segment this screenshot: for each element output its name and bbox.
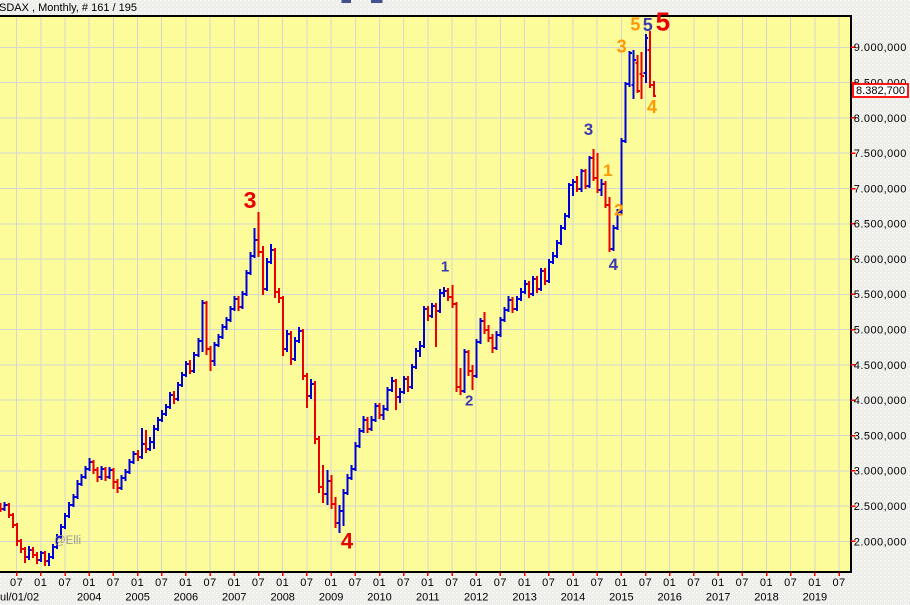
svg-text:2006: 2006 xyxy=(174,592,198,604)
svg-text:01: 01 xyxy=(83,577,96,589)
svg-text:2008: 2008 xyxy=(270,592,294,604)
svg-text:07: 07 xyxy=(397,577,410,589)
svg-text:4.500,000: 4.500,000 xyxy=(854,360,907,372)
svg-text:8.000,000: 8.000,000 xyxy=(854,113,907,125)
svg-text:07: 07 xyxy=(736,577,749,589)
svg-text:2005: 2005 xyxy=(125,592,149,604)
svg-text:1: 1 xyxy=(441,258,449,275)
svg-text:2014: 2014 xyxy=(561,592,585,604)
svg-text:8.382,700: 8.382,700 xyxy=(856,85,905,97)
svg-text:07: 07 xyxy=(155,577,168,589)
svg-text:2013: 2013 xyxy=(512,592,536,604)
svg-text:07: 07 xyxy=(591,577,604,589)
svg-text:07: 07 xyxy=(252,577,265,589)
svg-text:07: 07 xyxy=(687,577,700,589)
svg-text:07: 07 xyxy=(300,577,313,589)
svg-text:2017: 2017 xyxy=(706,592,730,604)
svg-text:2010: 2010 xyxy=(367,592,391,604)
svg-text:3.000,000: 3.000,000 xyxy=(854,466,907,478)
svg-text:3: 3 xyxy=(244,187,257,213)
svg-text:9.000,000: 9.000,000 xyxy=(854,42,907,54)
svg-text:2004: 2004 xyxy=(77,592,101,604)
svg-text:2.500,000: 2.500,000 xyxy=(854,501,907,513)
svg-text:01: 01 xyxy=(228,577,241,589)
svg-text:7.500,000: 7.500,000 xyxy=(854,148,907,160)
svg-text:3.500,000: 3.500,000 xyxy=(854,430,907,442)
svg-text:07: 07 xyxy=(203,577,216,589)
svg-text:2009: 2009 xyxy=(319,592,343,604)
svg-text:2018: 2018 xyxy=(754,592,778,604)
svg-text:2012: 2012 xyxy=(464,592,488,604)
svg-text:01: 01 xyxy=(373,577,386,589)
svg-text:2.000,000: 2.000,000 xyxy=(854,536,907,548)
svg-text:07: 07 xyxy=(10,577,23,589)
svg-text:07: 07 xyxy=(494,577,507,589)
svg-text:01: 01 xyxy=(131,577,144,589)
svg-text:01: 01 xyxy=(179,577,192,589)
svg-text:2019: 2019 xyxy=(803,592,827,604)
svg-text:07: 07 xyxy=(349,577,362,589)
svg-text:6.500,000: 6.500,000 xyxy=(854,219,907,231)
svg-text:4: 4 xyxy=(647,97,657,117)
svg-text:6.000,000: 6.000,000 xyxy=(854,254,907,266)
svg-text:2015: 2015 xyxy=(609,592,633,604)
svg-text:01: 01 xyxy=(663,577,676,589)
svg-text:2: 2 xyxy=(465,393,473,410)
svg-text:2: 2 xyxy=(614,200,623,219)
svg-text:01: 01 xyxy=(324,577,337,589)
svg-text:01: 01 xyxy=(615,577,628,589)
svg-text:01: 01 xyxy=(421,577,434,589)
svg-text:07: 07 xyxy=(58,577,71,589)
svg-text:07: 07 xyxy=(542,577,555,589)
svg-text:3: 3 xyxy=(617,36,627,56)
svg-text:07: 07 xyxy=(832,577,845,589)
svg-text:@Elli: @Elli xyxy=(54,535,81,547)
svg-text:01: 01 xyxy=(470,577,483,589)
svg-text:1: 1 xyxy=(603,161,612,180)
svg-text:5: 5 xyxy=(656,6,670,36)
svg-text:07: 07 xyxy=(107,577,120,589)
svg-text:07: 07 xyxy=(639,577,652,589)
svg-text:07: 07 xyxy=(445,577,458,589)
svg-text:01: 01 xyxy=(711,577,724,589)
svg-text:5.000,000: 5.000,000 xyxy=(854,325,907,337)
svg-text:5: 5 xyxy=(643,15,653,35)
svg-text:01: 01 xyxy=(760,577,773,589)
svg-text:5: 5 xyxy=(630,15,640,35)
svg-text:01: 01 xyxy=(518,577,531,589)
svg-text:01: 01 xyxy=(566,577,579,589)
svg-text:2007: 2007 xyxy=(222,592,246,604)
svg-text:2016: 2016 xyxy=(657,592,681,604)
svg-text:SDAX , Monthly, # 161 / 195: SDAX , Monthly, # 161 / 195 xyxy=(0,2,137,14)
svg-text:2011: 2011 xyxy=(416,592,440,604)
svg-text:01: 01 xyxy=(808,577,821,589)
svg-text:5.500,000: 5.500,000 xyxy=(854,289,907,301)
svg-text:4: 4 xyxy=(609,255,619,274)
svg-text:07: 07 xyxy=(784,577,797,589)
svg-text:3: 3 xyxy=(584,120,593,139)
svg-text:Jul/01/02: Jul/01/02 xyxy=(0,592,39,604)
svg-text:4.000,000: 4.000,000 xyxy=(854,395,907,407)
svg-text:01: 01 xyxy=(276,577,289,589)
svg-text:01: 01 xyxy=(34,577,47,589)
svg-text:7.000,000: 7.000,000 xyxy=(854,183,907,195)
svg-text:4: 4 xyxy=(341,528,354,553)
